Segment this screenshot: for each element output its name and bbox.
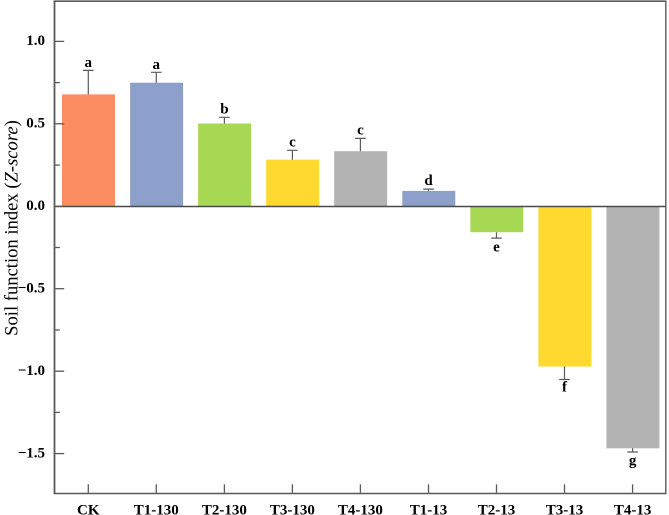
svg-text:Soil function index (Z-score): Soil function index (Z-score) xyxy=(2,120,23,336)
svg-text:T3-130: T3-130 xyxy=(270,502,315,515)
svg-text:T4-130: T4-130 xyxy=(338,502,383,515)
svg-text:T3-13: T3-13 xyxy=(546,502,584,515)
svg-text:f: f xyxy=(562,380,568,396)
svg-text:0.5: 0.5 xyxy=(26,116,45,132)
svg-text:d: d xyxy=(424,173,433,189)
svg-text:c: c xyxy=(357,123,364,139)
svg-text:0.0: 0.0 xyxy=(26,198,45,214)
svg-text:−0.5: −0.5 xyxy=(18,281,45,297)
svg-text:b: b xyxy=(220,101,228,117)
svg-text:a: a xyxy=(153,57,161,73)
svg-text:1.0: 1.0 xyxy=(26,33,45,49)
svg-text:T1-13: T1-13 xyxy=(410,502,448,515)
svg-text:−1.5: −1.5 xyxy=(18,445,45,461)
svg-text:T2-13: T2-13 xyxy=(478,502,516,515)
svg-text:T2-130: T2-130 xyxy=(202,502,247,515)
svg-text:a: a xyxy=(85,55,93,71)
svg-text:T1-130: T1-130 xyxy=(134,502,179,515)
svg-text:−1.0: −1.0 xyxy=(18,363,45,379)
svg-text:T4-13: T4-13 xyxy=(614,502,652,515)
svg-text:c: c xyxy=(289,134,296,150)
svg-text:CK: CK xyxy=(77,502,100,515)
svg-text:g: g xyxy=(629,453,637,469)
svg-text:e: e xyxy=(493,239,500,255)
